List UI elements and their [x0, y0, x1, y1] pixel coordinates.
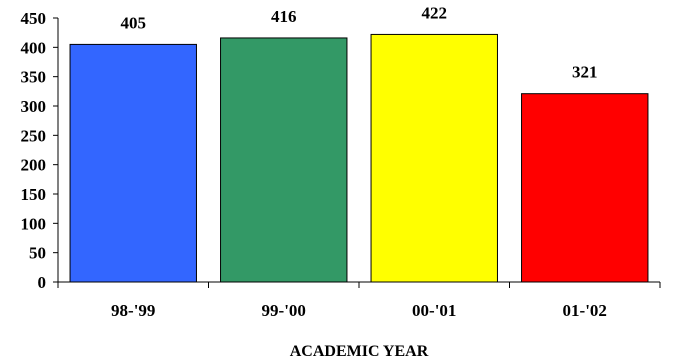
y-axis: 0 50 100 150 200 250 300 350 400 450	[21, 9, 59, 292]
x-category-label: 99-'00	[262, 301, 306, 320]
bar	[521, 93, 649, 283]
y-tick-label: 200	[21, 156, 47, 175]
y-tick-label: 50	[29, 244, 46, 263]
bar-value-label: 321	[572, 63, 598, 82]
x-axis: 98-'99 99-'00 00-'01 01-'02	[57, 281, 661, 320]
y-tick-label: 0	[38, 273, 47, 292]
y-tick-label: 150	[21, 185, 47, 204]
y-tick-label: 250	[21, 126, 47, 145]
bar	[69, 43, 197, 283]
bar-value-label: 422	[422, 3, 448, 22]
data-labels: 405 416 422 321	[121, 3, 598, 81]
bars	[69, 33, 649, 283]
y-tick-label: 100	[21, 214, 47, 233]
x-category-label: 01-'02	[563, 301, 607, 320]
y-tick-label: 350	[21, 68, 47, 87]
x-axis-title: ACADEMIC YEAR	[290, 343, 429, 360]
x-category-label: 98-'99	[111, 301, 155, 320]
x-category-label: 00-'01	[412, 301, 456, 320]
bar-value-label: 416	[271, 7, 297, 26]
y-tick-label: 450	[21, 9, 47, 28]
bar	[370, 33, 498, 283]
y-tick-label: 400	[21, 38, 47, 57]
y-tick-label: 300	[21, 97, 47, 116]
bar	[220, 37, 348, 283]
bar-value-label: 405	[121, 13, 147, 32]
